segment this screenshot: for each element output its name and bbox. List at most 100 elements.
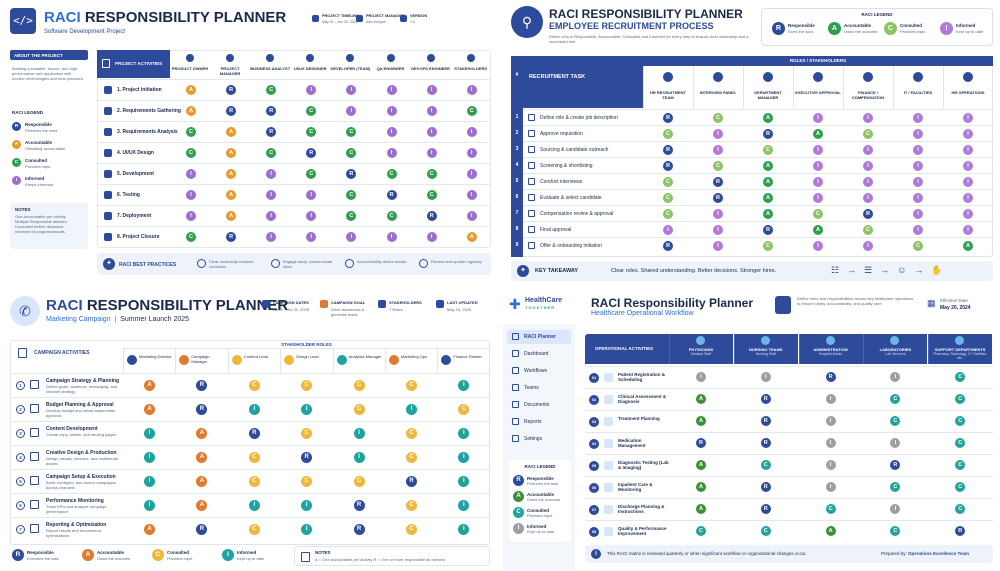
raci-badge: C (663, 209, 673, 219)
nav-label[interactable]: Workflows (524, 368, 547, 374)
nav-label[interactable]: Teams (524, 385, 539, 391)
row-divider (523, 237, 993, 238)
raci-badge: I (813, 241, 823, 251)
legend-desc: Performs the task (527, 481, 559, 486)
raci-badge: C (825, 504, 836, 514)
raci-badge: C (346, 148, 357, 158)
meta-label: CAMPAIGN GOAL (331, 300, 366, 305)
nav-item[interactable]: RACI Planner (507, 330, 571, 344)
nav-icon (512, 418, 519, 425)
row-number: 1 (515, 114, 519, 120)
row-number: 3 (16, 429, 25, 438)
task-icon (604, 483, 613, 492)
raci-badge: C (306, 169, 317, 179)
nav-item[interactable]: Workflows (507, 364, 571, 378)
raci-badge: C (663, 129, 673, 139)
task-name: Inpatient Care & Monitoring (618, 482, 653, 492)
legend-name: Informed (956, 23, 976, 28)
row-divider (10, 373, 490, 374)
raci-badge: I (813, 145, 823, 155)
activities-header: PROJECT ACTIVITIES (97, 50, 170, 78)
legend-title: RACI LEGEND (524, 464, 556, 469)
task-name: 1. Project Initiation (117, 87, 162, 93)
lightbulb-icon: ✦ (103, 258, 115, 270)
raci-badge: I (186, 211, 196, 221)
raci-badge: I (466, 127, 477, 137)
legend-desc: Owns the outcome (844, 29, 878, 34)
row-number: 2 (16, 405, 25, 414)
role-header: EXECUTIVE APPROVAL (795, 90, 841, 95)
raci-badge: A (763, 113, 773, 123)
task-name: Patient Registration & Scheduling (618, 372, 666, 382)
row-divider (523, 125, 993, 126)
task-icon (30, 452, 39, 461)
raci-badge: I (306, 85, 317, 95)
nav-label[interactable]: RACI Planner (524, 334, 556, 340)
role-header: UI/UX DESIGNER (293, 66, 327, 71)
task-name: Evaluate & select candidate (540, 195, 602, 201)
raci-badge: R (955, 526, 966, 536)
meta-value: Jun 1 – Jul 31, 2025 (273, 307, 310, 312)
raci-badge: C (406, 380, 417, 391)
roles-header: ROLES / STAKEHOLDERS (643, 56, 993, 66)
legend-name: Accountable (25, 140, 53, 145)
nav-label[interactable]: Reports (524, 419, 542, 425)
role-icon (696, 336, 705, 345)
role-header: QA ENGINEER (376, 66, 405, 71)
nav-item[interactable]: Settings (507, 432, 571, 446)
raci-badge: C (306, 127, 317, 137)
raci-badge: R (663, 145, 673, 155)
legend-name: Responsible (25, 122, 52, 127)
nav-item[interactable]: Reports (507, 415, 571, 429)
raci-badge: I (458, 500, 470, 511)
row-divider (97, 184, 491, 185)
medical-cross-icon: ✚ (509, 296, 521, 312)
role-cell (175, 349, 227, 373)
raci-badge: I (458, 428, 470, 439)
meta-icon (320, 300, 328, 308)
nav-label[interactable]: Dashboard (524, 351, 549, 357)
nav-item[interactable]: Teams (507, 381, 571, 395)
task-name: Sourcing & candidate outreach (540, 147, 609, 153)
best-practices-bar: ✦ RACI BEST PRACTICES Clear ownership re… (97, 253, 491, 275)
task-icon (30, 380, 39, 389)
page-description: Define roles and responsibilities across… (797, 296, 914, 306)
raci-badge: I (266, 169, 277, 179)
raci-badge: C (760, 460, 771, 470)
legend-desc: Provides input (167, 556, 193, 561)
raci-badge: C (763, 241, 773, 251)
meta-value: May 01 – Jun 30, 2025 (322, 20, 358, 24)
legend-name: Responsible (788, 23, 815, 28)
nav-item[interactable]: Dashboard (507, 347, 571, 361)
task-name: Campaign Setup & Execution (46, 474, 116, 480)
raci-badge: R (226, 106, 237, 116)
meta-value: 1.0 (410, 20, 415, 24)
role-header: DEVOPS ENGINEER (411, 66, 450, 71)
row-divider (585, 388, 993, 389)
raci-badge: I (386, 106, 397, 116)
raci-badge: A (226, 127, 237, 137)
raci-badge: I (186, 169, 196, 179)
raci-badge: A (696, 504, 706, 514)
legend-name: Informed (527, 524, 547, 529)
raci-badge: I (426, 106, 437, 116)
raci-badge: I (713, 209, 723, 219)
raci-badge: I (466, 85, 477, 95)
raci-badge: I (825, 416, 836, 426)
raci-badge: I (813, 177, 823, 187)
task-icon (104, 212, 112, 220)
number-header: # (515, 72, 519, 78)
raci-badge: I (144, 428, 155, 439)
number-column (511, 56, 523, 257)
clipboard-icon (18, 348, 27, 358)
nav-item[interactable]: Documents (507, 398, 571, 412)
row-number: 05 (589, 461, 599, 471)
practice-icon (271, 259, 280, 268)
software-dev-planner: </> RACI RESPONSIBILITY PLANNER Software… (0, 0, 497, 280)
raci-badge: R (713, 177, 723, 187)
nav-label[interactable]: Documents (524, 402, 550, 408)
meta-icon (312, 15, 319, 22)
code-icon: </> (10, 8, 36, 34)
marketing-planner: ✆ RACI RESPONSIBILITY PLANNER Marketing … (0, 290, 497, 571)
nav-label[interactable]: Settings (524, 436, 543, 442)
